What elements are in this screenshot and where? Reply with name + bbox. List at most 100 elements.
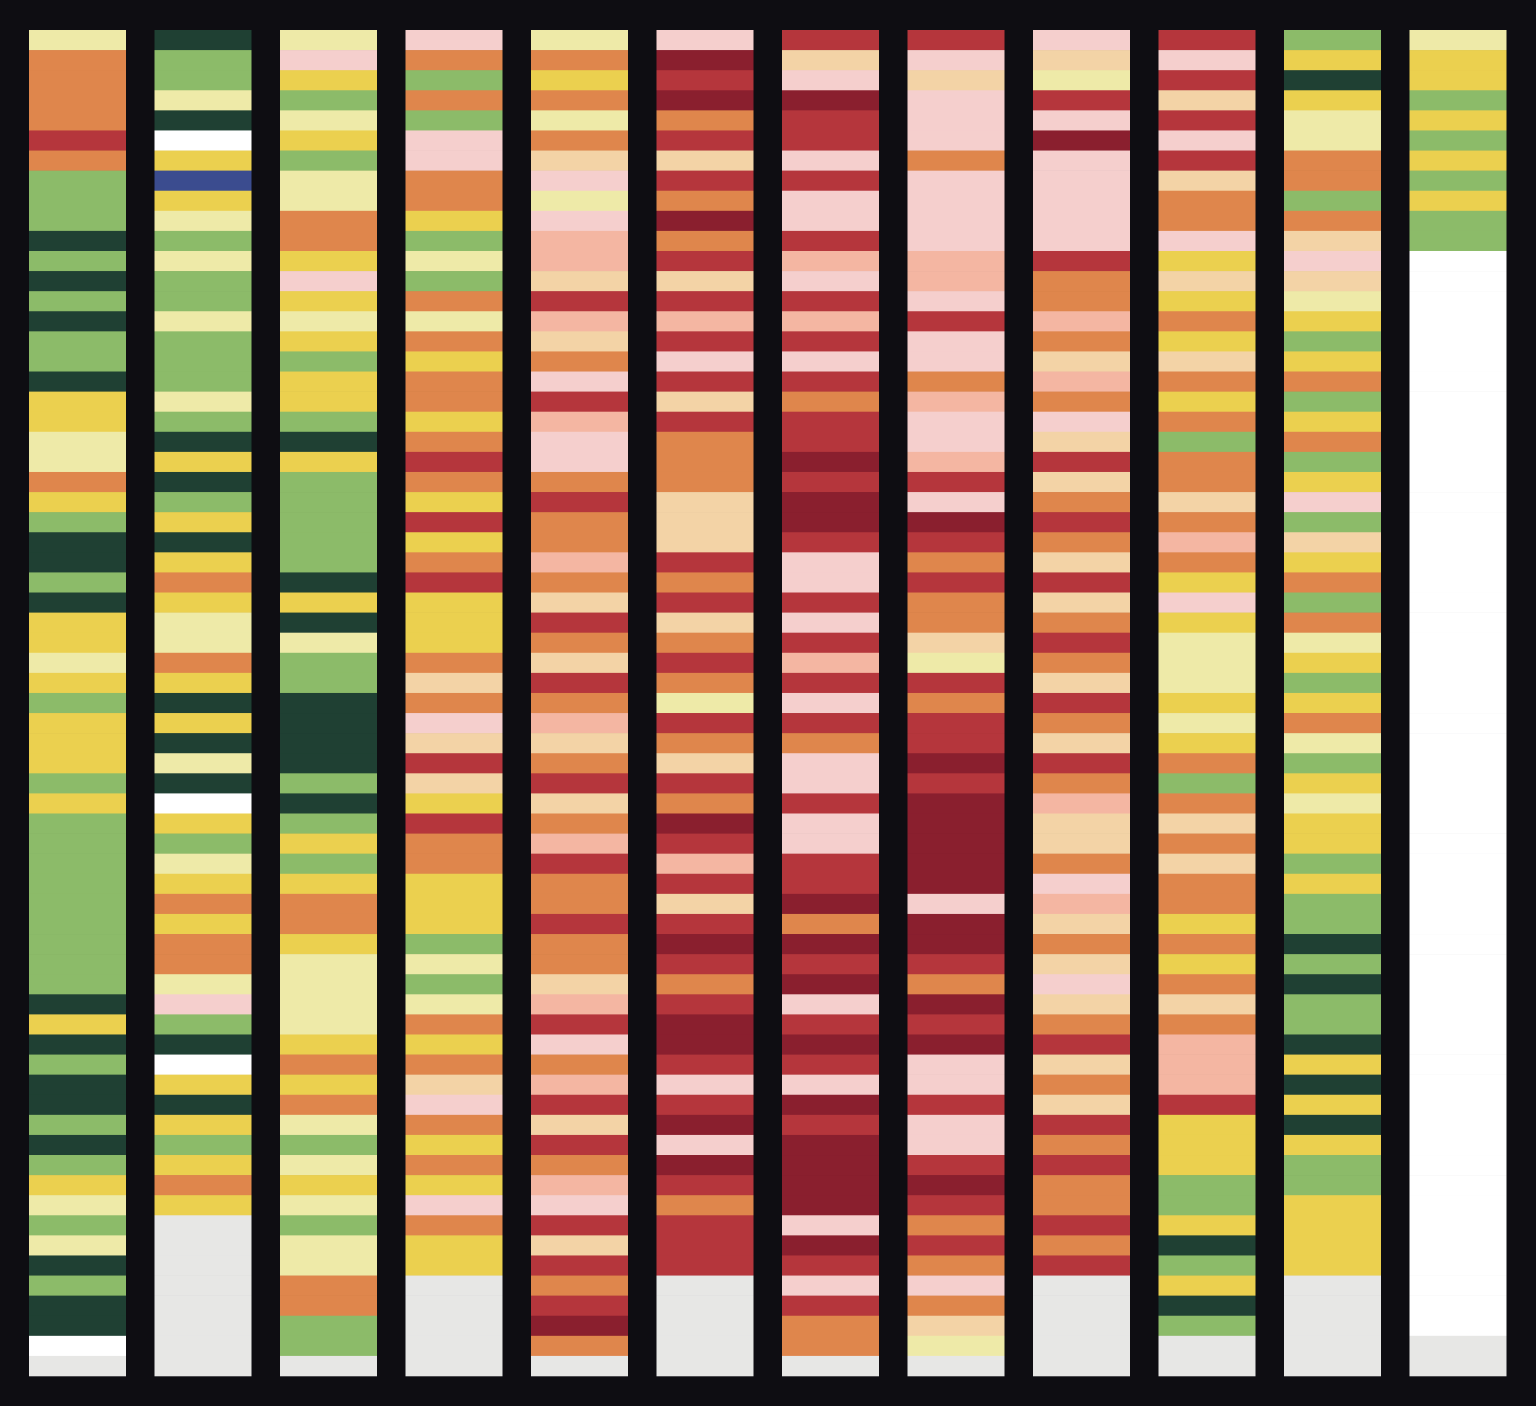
stripe — [405, 552, 503, 573]
stripe — [154, 733, 252, 754]
stripe — [1033, 150, 1130, 171]
stripe — [1158, 572, 1256, 593]
stripe — [154, 70, 252, 91]
stripe — [1158, 50, 1256, 71]
stripe — [1033, 994, 1130, 1015]
stripe — [907, 471, 1005, 493]
stripe — [1409, 692, 1507, 714]
stripe — [405, 592, 503, 613]
stripe — [1284, 1175, 1381, 1196]
stripe — [29, 572, 126, 593]
stripe — [280, 1335, 377, 1357]
stripe — [29, 994, 126, 1015]
stripe — [154, 411, 252, 433]
stripe — [405, 913, 503, 935]
stripe — [154, 1215, 252, 1236]
stripe — [1284, 853, 1381, 875]
stripe — [531, 351, 628, 372]
stripe — [405, 1295, 503, 1317]
stripe — [280, 913, 377, 935]
stripe — [782, 110, 879, 131]
stripe — [29, 552, 126, 573]
stripe — [280, 1134, 377, 1156]
stripe — [656, 1275, 754, 1296]
stripe — [782, 471, 879, 493]
stripe — [1284, 1295, 1381, 1317]
stripe — [1158, 592, 1256, 613]
stripe — [1158, 1094, 1256, 1116]
stripe — [1033, 793, 1130, 814]
stripe — [1158, 1335, 1256, 1357]
stripe — [154, 110, 252, 131]
stripe — [656, 1134, 754, 1156]
stripe — [1409, 110, 1507, 131]
stripe — [1284, 1114, 1381, 1136]
stripe — [154, 1275, 252, 1296]
stripe — [1409, 1114, 1507, 1136]
stripe — [405, 431, 503, 453]
stripe — [782, 893, 879, 915]
stripe — [280, 934, 377, 955]
stripe — [280, 1295, 377, 1317]
stripe — [907, 210, 1005, 232]
stripe — [29, 1074, 126, 1096]
stripe — [907, 311, 1005, 332]
stripe — [531, 1355, 628, 1377]
stripe — [1158, 230, 1256, 252]
stripe — [1284, 1255, 1381, 1276]
stripe — [405, 411, 503, 433]
stripe — [1409, 1355, 1507, 1377]
stripe — [154, 612, 252, 633]
stripe — [1284, 1074, 1381, 1096]
stripe — [907, 1175, 1005, 1196]
stripe — [1033, 873, 1130, 895]
stripe — [29, 1295, 126, 1317]
stripe — [656, 753, 754, 774]
stripe — [280, 371, 377, 392]
stripe — [656, 632, 754, 654]
stripe — [1033, 1155, 1130, 1176]
stripe — [1409, 713, 1507, 734]
stripe — [1033, 1034, 1130, 1055]
stripe — [907, 1235, 1005, 1256]
stripe — [1284, 250, 1381, 272]
stripe — [1409, 190, 1507, 212]
stripe — [907, 552, 1005, 573]
stripe — [1284, 974, 1381, 995]
stripe — [1033, 110, 1130, 131]
stripe — [280, 230, 377, 252]
stripe — [1033, 733, 1130, 754]
stripe — [1409, 70, 1507, 91]
stripe — [656, 672, 754, 694]
stripe — [280, 632, 377, 654]
stripe — [405, 130, 503, 151]
stripe — [280, 893, 377, 915]
stripe — [907, 1315, 1005, 1337]
stripe — [907, 431, 1005, 453]
stripe — [154, 291, 252, 312]
stripe — [656, 1114, 754, 1136]
stripe — [1284, 592, 1381, 613]
stripe — [1284, 552, 1381, 573]
stripe — [531, 974, 628, 995]
stripe — [656, 351, 754, 372]
stripe — [531, 1155, 628, 1176]
stripe — [29, 692, 126, 714]
stripe — [29, 793, 126, 814]
stripe — [1033, 411, 1130, 433]
stripe — [531, 733, 628, 754]
stripe — [29, 1094, 126, 1116]
stripe — [280, 190, 377, 212]
stripe — [656, 1054, 754, 1075]
stripe — [1284, 733, 1381, 754]
stripe — [1284, 833, 1381, 854]
stripe — [154, 190, 252, 212]
stripe — [1409, 1054, 1507, 1075]
stripe — [907, 652, 1005, 674]
stripe — [29, 1215, 126, 1236]
stripe — [1033, 50, 1130, 71]
stripe — [405, 612, 503, 633]
stripe — [1284, 873, 1381, 895]
stripe — [405, 632, 503, 654]
stripe — [1284, 351, 1381, 372]
